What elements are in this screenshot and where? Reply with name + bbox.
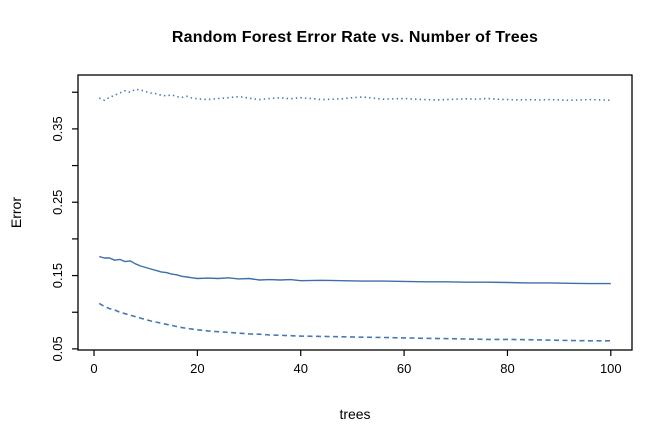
x-tick-label: 100 [600,361,622,376]
series-line-class-error-dotted [98,88,611,102]
y-tick-label: 0.25 [50,190,65,215]
x-tick-label: 20 [190,361,204,376]
chart-title: Random Forest Error Rate vs. Number of T… [171,29,539,46]
plot-box [77,74,633,351]
series-line-class-error-dashed [98,302,611,342]
series-line-oob-error-solid [99,255,611,285]
x-tick-label: 40 [294,361,308,376]
y-tick-label: 0.05 [50,336,65,361]
y-tick-label: 0.15 [50,263,65,288]
x-tick-label: 0 [90,361,97,376]
y-axis-title: Error [8,196,24,229]
x-tick-label: 80 [500,361,514,376]
y-tick-label: 0.35 [50,116,65,141]
x-tick-label: 60 [397,361,411,376]
x-axis-title: trees [339,406,371,422]
y-axis-title-wrap: Error [6,75,26,350]
